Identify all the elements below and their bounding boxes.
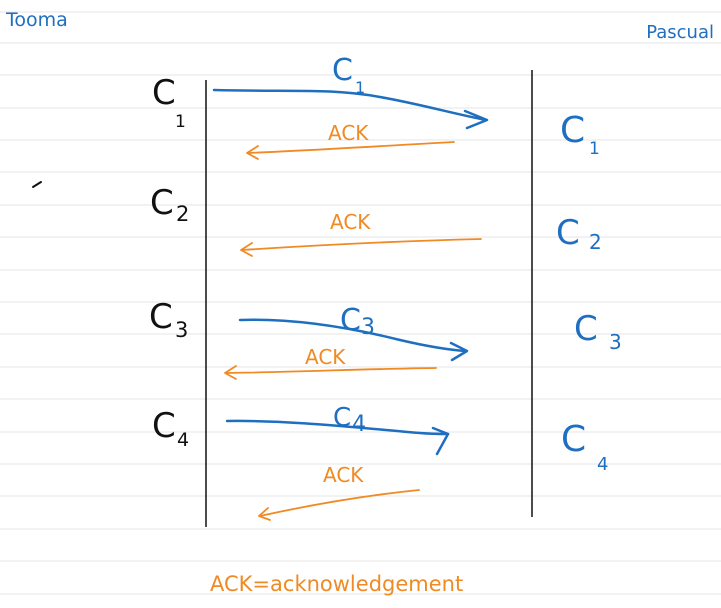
ack-legend: ACK=acknowledgement xyxy=(210,572,463,596)
svg-text:3: 3 xyxy=(609,330,622,354)
ack-label-3: ACK xyxy=(305,345,346,369)
message-arrow-c3 xyxy=(238,318,469,362)
ack-arrow-2 xyxy=(240,238,482,257)
svg-text:4: 4 xyxy=(352,412,366,437)
ack-arrow-4 xyxy=(258,489,420,521)
left-chunk-4: C 4 xyxy=(152,406,189,451)
left-chunk-2: C 2 xyxy=(150,183,189,226)
svg-text:4: 4 xyxy=(597,454,608,475)
right-chunk-3: C 3 xyxy=(574,309,622,354)
svg-text:C: C xyxy=(574,309,598,349)
svg-text:2: 2 xyxy=(589,230,602,254)
svg-text:C: C xyxy=(556,213,580,253)
svg-text:C: C xyxy=(561,419,586,460)
svg-text:1: 1 xyxy=(589,139,600,159)
left-chunk-1: C 1 xyxy=(152,73,186,132)
right-chunk-1: C 1 xyxy=(560,110,600,159)
ack-arrow-1 xyxy=(246,141,455,160)
notebook-ruling xyxy=(0,11,721,595)
left-party-title: Tooma xyxy=(5,9,68,31)
right-chunk-4: C 4 xyxy=(561,419,608,475)
ack-label-4: ACK xyxy=(323,463,364,487)
svg-text:2: 2 xyxy=(176,202,189,226)
svg-text:C: C xyxy=(340,303,361,338)
svg-text:4: 4 xyxy=(177,429,189,451)
left-chunk-3: C 3 xyxy=(149,297,188,342)
stray-mark xyxy=(32,181,42,188)
message-label-c4: C 4 xyxy=(333,403,366,437)
svg-text:C: C xyxy=(152,406,176,446)
ack-label-1: ACK xyxy=(328,121,369,145)
svg-text:1: 1 xyxy=(175,112,186,132)
svg-text:C: C xyxy=(150,183,174,223)
svg-text:1: 1 xyxy=(355,78,365,97)
svg-text:C: C xyxy=(332,53,353,88)
ack-arrow-3 xyxy=(224,365,437,380)
svg-text:C: C xyxy=(149,297,173,337)
svg-text:3: 3 xyxy=(361,315,375,340)
message-arrow-c1 xyxy=(212,88,489,130)
svg-text:C: C xyxy=(333,403,351,433)
message-label-c1: C 1 xyxy=(332,53,365,97)
ack-label-2: ACK xyxy=(330,210,371,234)
svg-text:3: 3 xyxy=(175,318,188,342)
svg-text:C: C xyxy=(560,110,585,151)
svg-text:C: C xyxy=(152,73,176,113)
right-party-title: Pascual xyxy=(646,22,714,43)
message-label-c3: C 3 xyxy=(340,303,375,340)
message-arrow-c4 xyxy=(225,419,450,456)
right-chunk-2: C 2 xyxy=(556,213,602,254)
